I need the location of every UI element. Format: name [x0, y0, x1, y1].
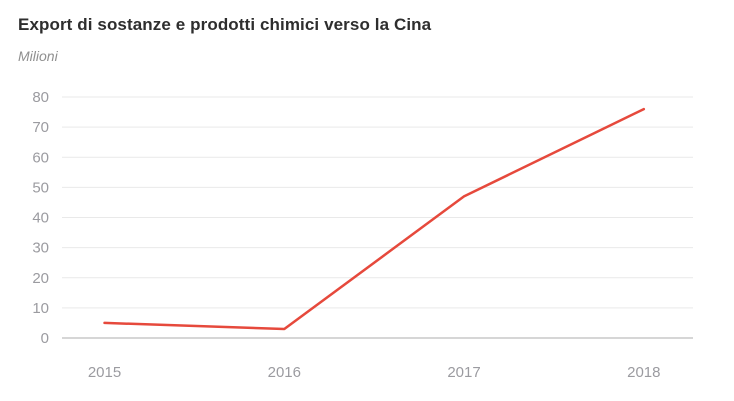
- chart-subtitle: Milioni: [18, 48, 58, 64]
- x-tick-label: 2018: [627, 364, 660, 381]
- y-tick-label: 10: [32, 300, 49, 317]
- y-tick-label: 50: [32, 179, 49, 196]
- y-tick-label: 60: [32, 149, 49, 166]
- data-line: [103, 107, 646, 331]
- x-tick-label: 2015: [88, 364, 121, 381]
- chart-title: Export di sostanze e prodotti chimici ve…: [18, 15, 432, 34]
- y-tick-label: 0: [41, 330, 49, 347]
- y-tick-label: 80: [32, 89, 49, 106]
- x-tick-label: 2016: [268, 364, 301, 381]
- y-tick-label: 70: [32, 119, 49, 136]
- y-tick-label: 20: [32, 270, 49, 287]
- y-tick-label: 40: [32, 210, 49, 227]
- x-tick-label: 2017: [447, 364, 480, 381]
- y-tick-label: 30: [32, 240, 49, 257]
